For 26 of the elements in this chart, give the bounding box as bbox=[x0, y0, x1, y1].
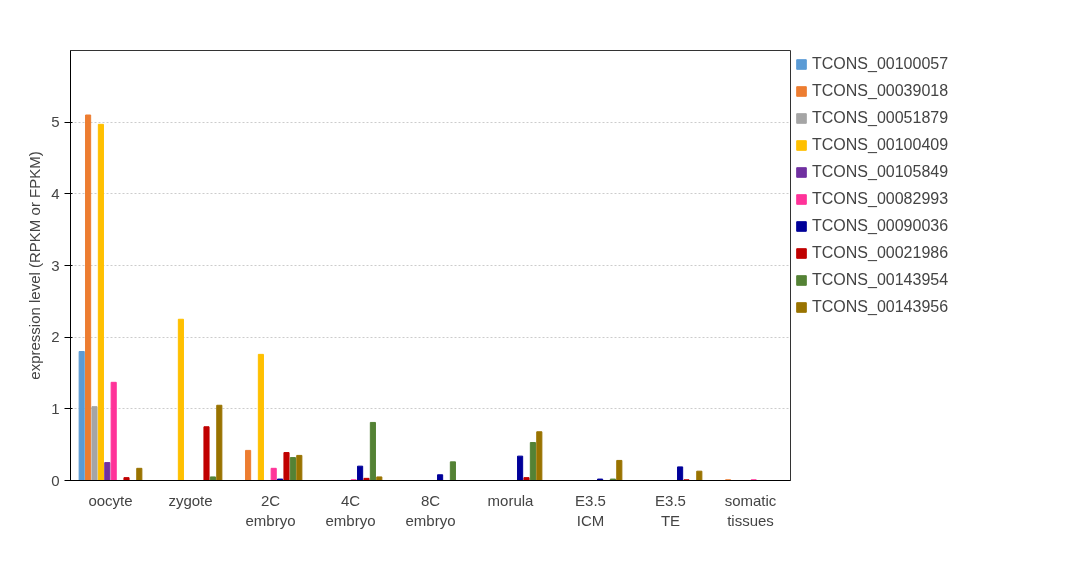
x-tick-label: E3.5 ICM bbox=[575, 491, 606, 529]
x-tick-label: 2C embryo bbox=[245, 491, 296, 529]
legend-label: TCONS_00105849 bbox=[812, 163, 949, 181]
x-tick-label: E3.5 TE bbox=[655, 491, 686, 529]
legend-label: TCONS_00100409 bbox=[812, 136, 949, 154]
x-tick-label: zygote bbox=[168, 491, 213, 509]
y-tick-label: 1 bbox=[51, 399, 60, 417]
legend-label: TCONS_00143956 bbox=[812, 298, 949, 316]
legend-label: TCONS_00039018 bbox=[812, 82, 949, 100]
y-tick-label: 0 bbox=[51, 471, 60, 489]
x-tick-label: oocyte bbox=[88, 491, 133, 509]
y-axis-title: expression level (RPKM or FPKM) bbox=[26, 151, 44, 380]
y-tick-label: 2 bbox=[51, 328, 60, 346]
x-tick-label: somatic tissues bbox=[724, 491, 777, 529]
y-tick-label: 4 bbox=[51, 184, 60, 202]
x-tick-label: 4C embryo bbox=[325, 491, 376, 529]
legend-label: TCONS_00082993 bbox=[812, 190, 949, 208]
legend-label: TCONS_00051879 bbox=[812, 109, 949, 127]
x-tick-label: 8C embryo bbox=[405, 491, 456, 529]
legend-label: TCONS_00021986 bbox=[812, 244, 949, 262]
y-tick-label: 3 bbox=[51, 256, 60, 274]
y-tick-label: 5 bbox=[51, 113, 60, 131]
legend-label: TCONS_00090036 bbox=[812, 217, 949, 235]
legend-label: TCONS_00143954 bbox=[812, 271, 949, 289]
x-tick-label: morula bbox=[487, 491, 535, 509]
legend-label: TCONS_00100057 bbox=[812, 55, 949, 73]
